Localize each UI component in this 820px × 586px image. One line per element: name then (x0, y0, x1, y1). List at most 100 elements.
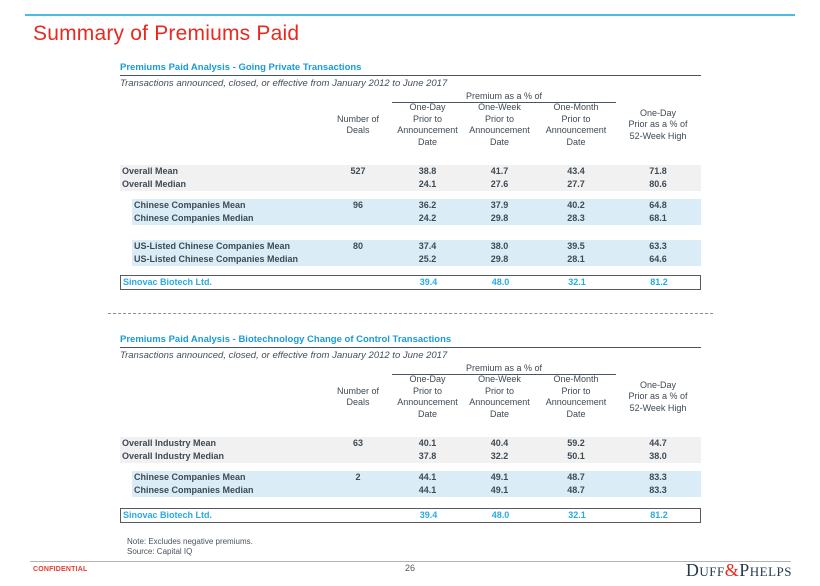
cell-one-month: 39.5 (567, 241, 585, 251)
page-number: 26 (404, 563, 415, 573)
col-header-52week: One-Day Prior as a % of 52-Week High (628, 379, 688, 413)
cell-one-week: 37.9 (490, 200, 509, 210)
table-row-industry-mean: Overall Industry Mean 63 40.1 40.4 59.2 … (120, 437, 701, 450)
row-label: Chinese Companies Median (134, 485, 254, 495)
cell-deals (324, 178, 392, 191)
cell-one-week: 49.1 (490, 472, 509, 482)
confidential-label: CONFIDENTIAL (33, 566, 88, 573)
cell-one-day: 39.4 (419, 277, 438, 287)
cell-one-week: 41.7 (490, 166, 509, 176)
cell-one-month: 59.2 (567, 438, 585, 448)
cell-one-day: 44.1 (418, 472, 437, 482)
cell-one-week: 29.8 (490, 213, 509, 223)
col-header-one-week: One-Week Prior to Announcement Date (469, 102, 530, 147)
table-row-overall-median: Overall Median 24.1 27.6 27.7 80.6 (120, 178, 701, 191)
cell-52week: 81.2 (650, 277, 668, 287)
col-header-deals: Number of Deals (336, 385, 380, 408)
cell-one-week: 48.0 (491, 510, 510, 520)
cell-deals: 80 (352, 241, 363, 251)
table-row-sinovac: Sinovac Biotech Ltd. 39.4 48.0 32.1 81.2 (120, 508, 701, 523)
logo-phelps: Phelps (739, 560, 792, 580)
cell-deals (324, 450, 392, 463)
cell-one-day: 24.2 (418, 213, 437, 223)
cell-52week: 71.8 (649, 166, 667, 176)
row-label: Chinese Companies Median (134, 213, 254, 223)
logo-duff: Duff (685, 560, 725, 580)
row-spacer (120, 463, 701, 471)
row-label: Overall Median (122, 179, 187, 189)
cell-deals (324, 484, 392, 497)
row-label: US-Listed Chinese Companies Mean (134, 241, 291, 251)
cell-one-day: 24.1 (418, 179, 437, 189)
cell-one-month: 43.4 (567, 166, 585, 176)
table-row-industry-median: Overall Industry Median 37.8 32.2 50.1 3… (120, 450, 701, 463)
col-header-one-day: One-Day Prior to Announcement Date (397, 102, 458, 147)
table-row-uslisted-mean: US-Listed Chinese Companies Mean 80 37.4… (132, 240, 701, 253)
cell-one-day: 40.1 (418, 438, 437, 448)
cell-deals: 63 (352, 438, 363, 448)
slide-content: Premiums Paid Analysis - Going Private T… (108, 62, 713, 557)
row-spacer (120, 225, 701, 240)
cell-one-week: 40.4 (490, 438, 509, 448)
cell-one-week: 27.6 (490, 179, 509, 189)
cell-52week: 83.3 (649, 485, 667, 495)
cell-52week: 81.2 (650, 510, 668, 520)
table-going-private: Premiums Paid Analysis - Going Private T… (120, 62, 701, 290)
table2-group-header-row: Premium as a % of (120, 363, 701, 375)
table1-title: Premiums Paid Analysis - Going Private T… (120, 62, 701, 76)
cell-one-week: 32.2 (490, 451, 509, 461)
cell-one-month: 48.7 (567, 485, 585, 495)
table-row-chinese-mean: Chinese Companies Mean 96 36.2 37.9 40.2… (132, 199, 701, 212)
cell-deals (324, 212, 392, 225)
cell-one-month: 28.1 (567, 254, 585, 264)
table-biotech-change-of-control: Premiums Paid Analysis - Biotechnology C… (120, 334, 701, 523)
cell-52week: 44.7 (649, 438, 667, 448)
cell-deals: 2 (355, 472, 361, 482)
cell-deals (324, 253, 392, 266)
cell-one-week: 38.0 (490, 241, 509, 251)
footnotes: Note: Excludes negative premiums. Source… (127, 537, 701, 557)
table1-subtitle: Transactions announced, closed, or effec… (120, 78, 448, 89)
premium-group-header: Premium as a % of (392, 91, 616, 103)
row-label: Sinovac Biotech Ltd. (123, 277, 213, 287)
cell-52week: 64.6 (649, 254, 667, 264)
row-spacer (120, 266, 701, 275)
col-header-one-month: One-Month Prior to Announcement Date (545, 102, 607, 147)
cell-one-week: 29.8 (490, 254, 509, 264)
cell-one-day: 36.2 (418, 200, 437, 210)
table-row-overall-mean: Overall Mean 527 38.8 41.7 43.4 71.8 (120, 165, 701, 178)
table1-group-header-row: Premium as a % of (120, 91, 701, 103)
cell-52week: 68.1 (649, 213, 667, 223)
col-header-one-week: One-Week Prior to Announcement Date (469, 374, 530, 419)
cell-one-week: 48.0 (491, 277, 510, 287)
duff-phelps-logo: Duff&Phelps (686, 560, 792, 581)
row-label: US-Listed Chinese Companies Median (134, 254, 299, 264)
table-row-uslisted-median: US-Listed Chinese Companies Median 25.2 … (132, 253, 701, 266)
col-header-one-day: One-Day Prior to Announcement Date (397, 374, 458, 419)
cell-52week: 63.3 (649, 241, 667, 251)
cell-52week: 38.0 (649, 451, 667, 461)
row-label: Overall Industry Mean (122, 438, 217, 448)
cell-one-month: 27.7 (567, 179, 585, 189)
table-row-chinese-median: Chinese Companies Median 24.2 29.8 28.3 … (132, 212, 701, 225)
cell-one-day: 25.2 (418, 254, 437, 264)
row-spacer (120, 191, 701, 199)
logo-ampersand: & (724, 560, 740, 580)
cell-one-day: 37.8 (418, 451, 437, 461)
cell-52week: 80.6 (649, 179, 667, 189)
footer-rule (30, 561, 791, 562)
cell-one-month: 32.1 (568, 510, 586, 520)
table2-subtitle: Transactions announced, closed, or effec… (120, 350, 448, 361)
cell-one-week: 49.1 (490, 485, 509, 495)
cell-one-month: 28.3 (567, 213, 585, 223)
cell-52week: 83.3 (649, 472, 667, 482)
cell-deals: 527 (350, 166, 366, 176)
source-line: Source: Capital IQ (127, 547, 193, 556)
cell-one-month: 50.1 (567, 451, 585, 461)
table2-column-headers: Number of Deals One-Day Prior to Announc… (120, 374, 701, 420)
col-header-one-month: One-Month Prior to Announcement Date (545, 374, 607, 419)
dashed-section-divider (108, 313, 713, 314)
cell-one-day: 37.4 (418, 241, 437, 251)
cell-deals: 96 (352, 200, 363, 210)
page-title: Summary of Premiums Paid (33, 22, 300, 45)
